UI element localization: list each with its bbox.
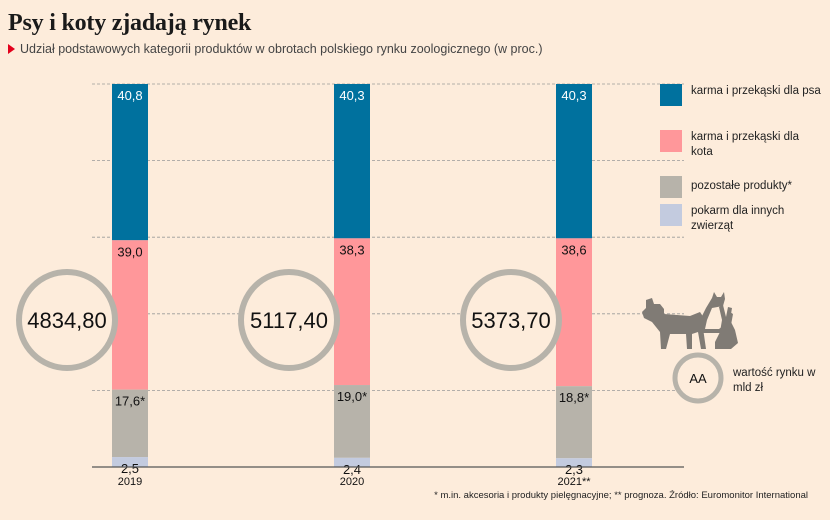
legend-label-other-animals: pokarm dla innych zwierząt — [691, 205, 785, 232]
market-value-circle — [238, 269, 340, 371]
legend-label-other-products: pozostałe produkty* — [691, 180, 793, 192]
pets-illustration — [642, 292, 738, 349]
market-value-label: 5117,40 — [250, 308, 328, 333]
data-label: 39,0 — [117, 244, 142, 259]
legend-item-other-animals: pokarm dla innych zwierząt — [660, 204, 821, 234]
bar-segment — [112, 84, 148, 241]
subtitle-text: Udział podstawowych kategorii produktów … — [20, 42, 543, 56]
data-label: 38,6 — [561, 242, 586, 257]
bar-segment — [334, 84, 370, 239]
legend-swatch-other-products — [660, 176, 682, 198]
bar-segment — [556, 238, 592, 387]
dog-icon — [642, 298, 706, 349]
market-value-legend-label: wartość rynku w mld zł — [733, 367, 816, 394]
x-tick-label: 2020 — [340, 476, 364, 488]
bar-segment — [334, 385, 370, 458]
rabbit-icon — [715, 305, 738, 349]
legend-label-dog-food: karma i przekąski dla psa — [691, 85, 821, 97]
data-label: 19,0* — [337, 389, 367, 404]
bar-segment — [334, 238, 370, 386]
bar-segment — [112, 457, 148, 467]
legend-label-cat-food: karma i przekąski dla kota — [691, 131, 800, 158]
triangle-bullet-icon — [8, 44, 15, 54]
data-label: 40,8 — [117, 88, 142, 103]
legend-swatch-other-animals — [660, 204, 682, 226]
data-label: 38,3 — [339, 242, 364, 257]
market-value-legend-symbol: AA — [689, 371, 707, 386]
bar-segment — [112, 240, 148, 390]
market-value-circle — [460, 269, 562, 371]
legend-item-cat-food: karma i przekąski dla kota — [660, 130, 821, 160]
data-label: 40,3 — [339, 88, 364, 103]
legend-item-dog-food: karma i przekąski dla psa — [660, 84, 821, 106]
data-label: 2,4 — [343, 462, 361, 477]
chart-subtitle: Udział podstawowych kategorii produktów … — [8, 42, 543, 56]
market-value-label: 5373,70 — [471, 308, 551, 333]
x-tick-label: 2019 — [118, 476, 142, 488]
cat-icon — [700, 292, 733, 333]
x-tick-label: 2021** — [557, 476, 591, 488]
market-value-circle — [16, 269, 118, 371]
bar-segment — [334, 457, 370, 467]
bar-segment — [112, 389, 148, 458]
data-label: 2,3 — [565, 462, 583, 477]
legend-item-other-products: pozostałe produkty* — [660, 176, 821, 198]
bar-segment — [556, 84, 592, 239]
data-label: 2,5 — [121, 461, 139, 476]
chart-title: Psy i koty zjadają rynek — [8, 10, 252, 36]
data-label: 17,6* — [115, 394, 145, 409]
bar-segment — [556, 386, 592, 459]
bar-segment — [556, 458, 592, 467]
footnote: * m.in. akcesoria i produkty pielęgnacyj… — [434, 490, 808, 501]
legend-swatch-dog-food — [660, 84, 682, 106]
legend-swatch-cat-food — [660, 130, 682, 152]
market-value-label: 4834,80 — [27, 308, 107, 333]
data-label: 40,3 — [561, 88, 586, 103]
data-label: 18,8* — [559, 390, 589, 405]
market-value-legend-circle — [672, 352, 724, 404]
